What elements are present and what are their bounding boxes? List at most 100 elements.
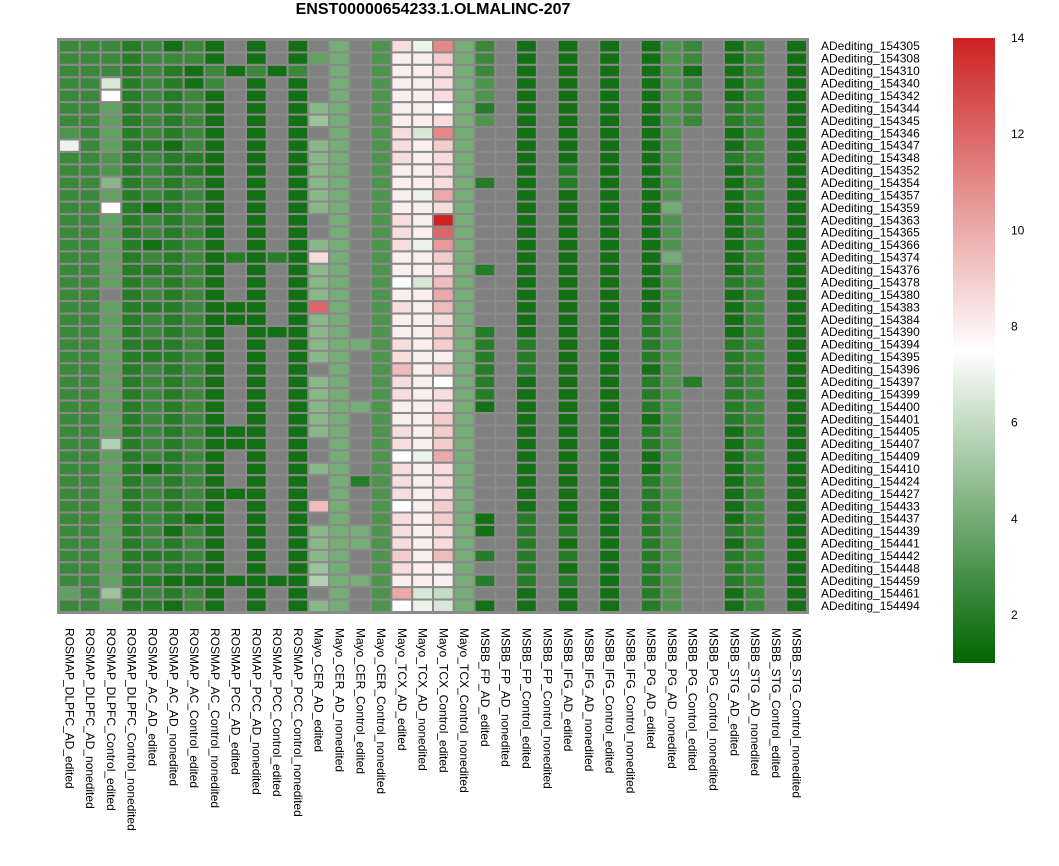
heatmap-cell xyxy=(681,511,705,526)
heatmap-cell xyxy=(681,51,705,66)
heatmap-cell xyxy=(473,362,497,377)
heatmap-cell xyxy=(203,138,227,153)
heatmap-cell xyxy=(432,101,455,116)
heatmap-cell xyxy=(58,561,81,576)
heatmap-cell xyxy=(764,548,788,564)
heatmap-cell xyxy=(78,349,102,365)
heatmap-cell xyxy=(58,573,81,589)
heatmap-cell xyxy=(535,76,559,91)
heatmap-cell xyxy=(182,474,206,489)
heatmap-cell xyxy=(286,250,310,265)
heatmap-cell xyxy=(369,39,393,54)
heatmap-cell xyxy=(328,374,351,390)
heatmap-cell xyxy=(556,337,580,352)
heatmap-cell xyxy=(348,312,372,328)
heatmap-cell xyxy=(411,399,435,415)
heatmap-cell xyxy=(120,436,144,452)
heatmap-cell xyxy=(639,300,663,315)
heatmap-cell xyxy=(452,138,476,153)
heatmap-cell xyxy=(785,275,808,290)
heatmap-cell xyxy=(660,449,684,464)
heatmap-cell xyxy=(411,250,435,265)
column-label: Mayo_TCX_AD_nonedited xyxy=(416,628,430,771)
heatmap-cell xyxy=(182,424,206,439)
heatmap-cell xyxy=(58,598,81,614)
heatmap-cell xyxy=(515,287,538,303)
heatmap-cell xyxy=(348,113,372,129)
heatmap-cell xyxy=(369,225,393,240)
heatmap-cell xyxy=(411,237,435,253)
heatmap-cell xyxy=(577,586,601,601)
heatmap-cell xyxy=(764,387,788,402)
heatmap-cell xyxy=(785,250,808,265)
heatmap-cell xyxy=(743,51,767,66)
heatmap-cell xyxy=(743,461,767,477)
heatmap-cell xyxy=(660,586,684,601)
heatmap-cell xyxy=(182,337,206,352)
column-label: ROSMAP_PCC_Control_nonedited xyxy=(291,628,305,817)
heatmap-cell xyxy=(702,287,725,303)
heatmap-cell xyxy=(307,449,331,464)
heatmap-cell xyxy=(182,548,206,564)
heatmap-cell xyxy=(494,548,518,564)
heatmap-cell xyxy=(161,536,185,551)
heatmap-cell xyxy=(473,561,497,576)
heatmap-cell xyxy=(99,573,123,589)
heatmap-cell xyxy=(577,387,601,402)
heatmap-cell xyxy=(452,325,476,340)
heatmap-cell xyxy=(307,436,331,452)
heatmap-cell xyxy=(203,461,227,477)
heatmap-cell xyxy=(515,523,538,539)
heatmap-cell xyxy=(702,126,725,141)
heatmap-cell xyxy=(369,88,393,104)
heatmap-cell xyxy=(722,76,746,91)
heatmap-cell xyxy=(764,39,788,54)
heatmap-cell xyxy=(577,76,601,91)
heatmap-cell xyxy=(473,523,497,539)
heatmap-cell xyxy=(598,113,621,129)
heatmap-cell xyxy=(141,573,164,589)
heatmap-cell xyxy=(432,387,455,402)
heatmap-cell xyxy=(432,312,455,328)
heatmap-cell xyxy=(598,387,621,402)
heatmap-cell xyxy=(161,188,185,203)
heatmap-cell xyxy=(58,523,81,539)
heatmap-cell xyxy=(203,387,227,402)
heatmap-cell xyxy=(307,325,331,340)
heatmap-cell xyxy=(182,51,206,66)
heatmap-cell xyxy=(203,51,227,66)
heatmap-cell xyxy=(556,138,580,153)
heatmap-cell xyxy=(556,523,580,539)
heatmap-cell xyxy=(515,362,538,377)
heatmap-cell xyxy=(681,39,705,54)
heatmap-cell xyxy=(390,436,414,452)
heatmap-cell xyxy=(120,262,144,278)
heatmap-cell xyxy=(120,561,144,576)
heatmap-cell xyxy=(764,51,788,66)
heatmap-cell xyxy=(432,511,455,526)
heatmap-cell xyxy=(764,449,788,464)
heatmap-cell xyxy=(722,374,746,390)
column-label: Mayo_TCX_Control_nonedited xyxy=(457,628,471,793)
heatmap-cell xyxy=(411,200,435,216)
heatmap-cell xyxy=(577,424,601,439)
heatmap-cell xyxy=(120,387,144,402)
heatmap-cell xyxy=(58,150,81,166)
heatmap-cell xyxy=(639,188,663,203)
heatmap-cell xyxy=(722,312,746,328)
heatmap-cell xyxy=(203,76,227,91)
heatmap-cell xyxy=(452,200,476,216)
heatmap-cell xyxy=(307,312,331,328)
heatmap-cell xyxy=(224,325,248,340)
heatmap-cell xyxy=(182,461,206,477)
heatmap-cell xyxy=(432,275,455,290)
heatmap-cell xyxy=(58,300,81,315)
heatmap-cell xyxy=(328,523,351,539)
heatmap-cell xyxy=(182,436,206,452)
heatmap-cell xyxy=(452,561,476,576)
heatmap-cell xyxy=(286,225,310,240)
heatmap-cell xyxy=(743,63,767,79)
heatmap-cell xyxy=(120,51,144,66)
heatmap-cell xyxy=(598,461,621,477)
heatmap-cell xyxy=(494,188,518,203)
